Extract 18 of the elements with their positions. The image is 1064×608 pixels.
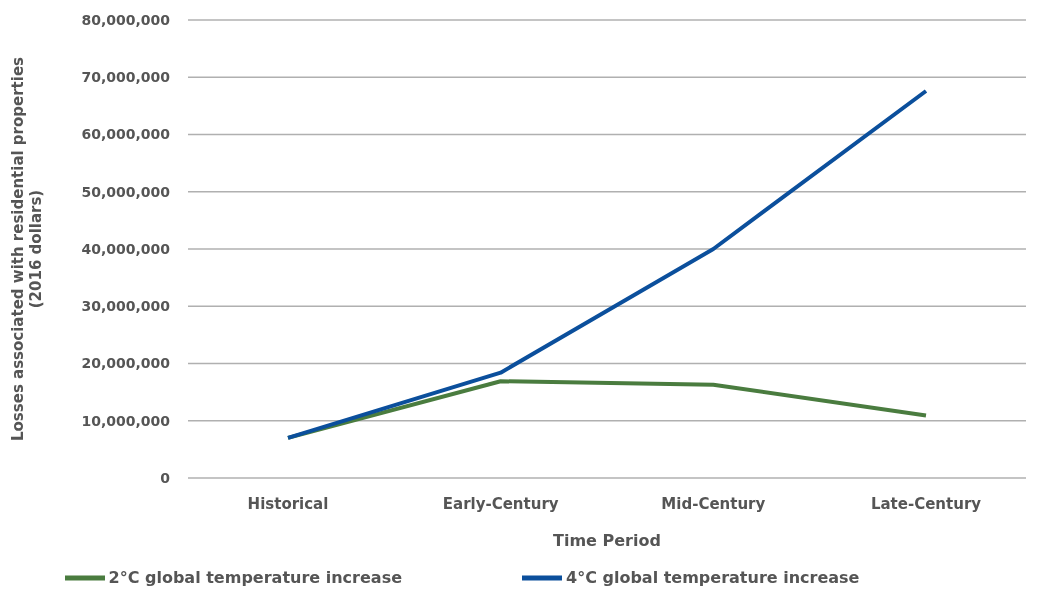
x-tick-label: Early-Century — [442, 494, 559, 513]
line-series — [286, 88, 928, 440]
legend-label: 2°C global temperature increase — [108, 567, 402, 587]
y-axis-title: Losses associated with residential properties (2016 dollars) — [9, 56, 45, 442]
legend-label: 4°C global temperature increase — [566, 567, 860, 587]
x-tick-label: Mid-Century — [661, 494, 766, 513]
x-axis-title: Time Period — [553, 531, 661, 550]
y-tick-label: 60,000,000 — [81, 126, 171, 143]
y-tick-label: 40,000,000 — [81, 240, 171, 257]
y-tick-label: 30,000,000 — [81, 298, 171, 315]
y-tick-label: 10,000,000 — [81, 412, 171, 429]
y-tick-label: 70,000,000 — [81, 69, 171, 86]
x-tick-label: Historical — [247, 494, 329, 513]
y-tick-label: 0 — [160, 469, 171, 486]
y-tick-label: 50,000,000 — [81, 183, 171, 200]
y-tick-label: 80,000,000 — [81, 11, 171, 28]
y-tick-label: 20,000,000 — [81, 355, 171, 372]
x-tick-label: Late-Century — [870, 494, 982, 513]
